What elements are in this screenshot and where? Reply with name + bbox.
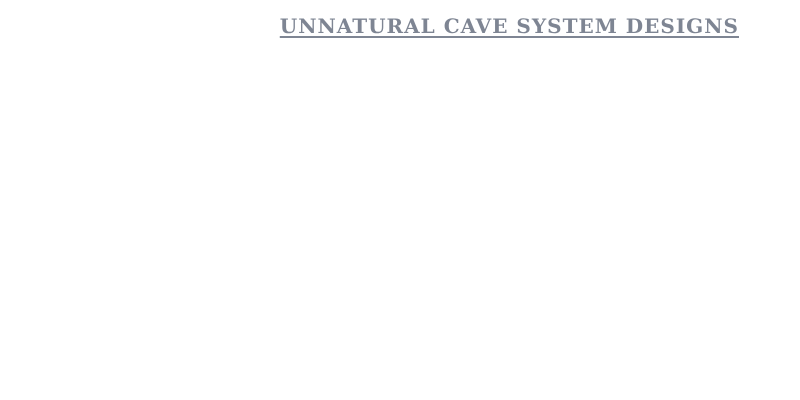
site-header: UNNATURAL CAVE SYSTEM DESIGNS [280, 12, 739, 40]
site-title-link[interactable]: UNNATURAL CAVE SYSTEM DESIGNS [279, 14, 739, 38]
blank-content-area [0, 48, 800, 400]
